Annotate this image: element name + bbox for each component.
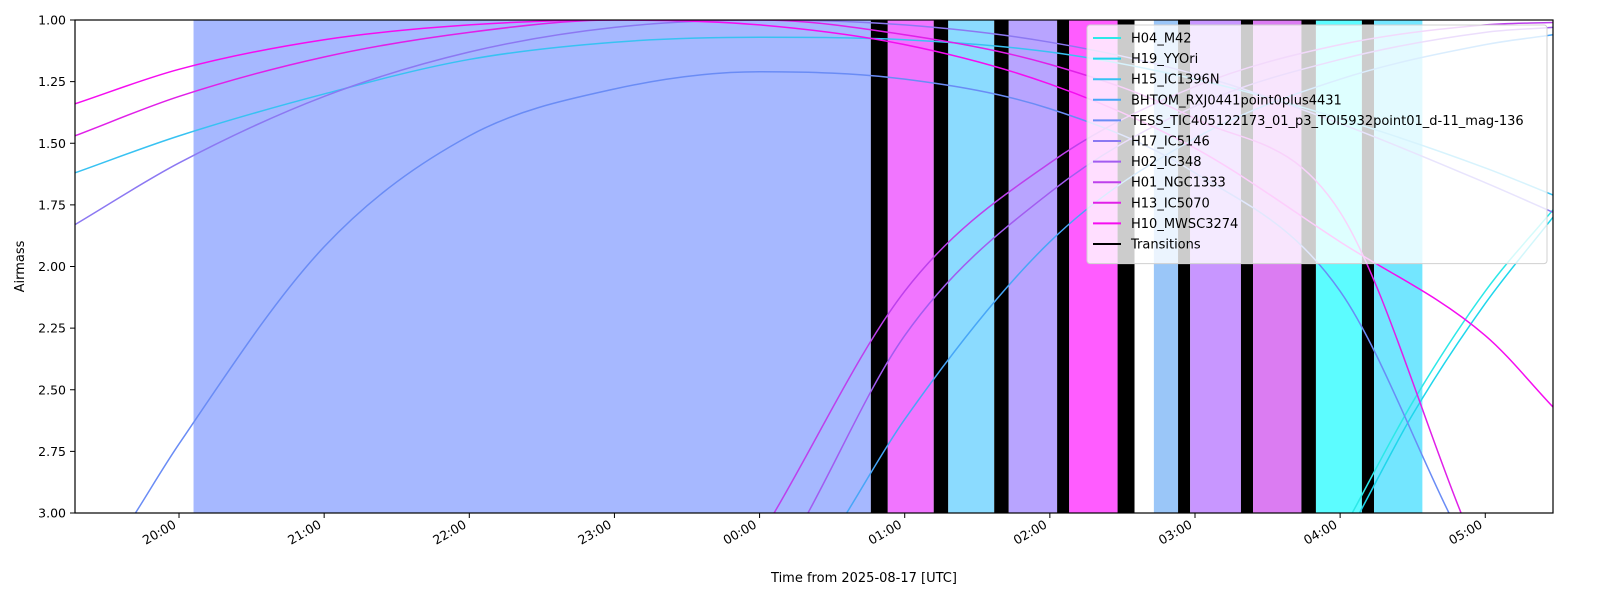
transition-band [870, 20, 888, 513]
y-tick-label: 1.25 [38, 74, 66, 89]
x-tick-label: 04:00 [1301, 517, 1340, 548]
legend-entry-label: BHTOM_RXJ0441point0plus4431 [1131, 93, 1342, 108]
x-tick-label: 02:00 [1011, 517, 1050, 548]
observation-band [1008, 20, 1058, 513]
transition-band [1057, 20, 1070, 513]
legend-entry-label: TESS_TIC405122173_01_p3_TOI5932point01_d… [1130, 114, 1524, 129]
legend-entry-label: H04_M42 [1131, 32, 1192, 47]
x-tick-label: 00:00 [720, 517, 759, 548]
legend: H04_M42 H19_YYOri H15_IC1396N BHTOM_RXJ0441… [1086, 24, 1548, 265]
legend-entry-label: H10_MWSC3274 [1131, 217, 1238, 232]
legend-entry-label: Transitions [1130, 238, 1201, 253]
legend-entry-label: H17_IC5146 [1131, 135, 1210, 150]
observation-band [887, 20, 934, 513]
transition-band [994, 20, 1009, 513]
legend-box [1086, 24, 1548, 265]
legend-entry-label: H19_YYOri [1131, 52, 1198, 67]
transition-band [933, 20, 949, 513]
x-tick-label: 23:00 [575, 517, 614, 548]
y-tick-label: 1.00 [38, 13, 66, 28]
y-tick-label: 2.75 [38, 444, 66, 459]
legend-entry-label: H02_IC348 [1131, 155, 1202, 170]
x-tick-label: 05:00 [1446, 517, 1485, 548]
legend-entry-label: H01_NGC1333 [1131, 176, 1226, 191]
observation-band [193, 20, 871, 513]
y-axis: 1.00 1.25 1.50 1.75 2.00 2.25 2.50 2.75 3.00 [38, 13, 75, 521]
x-tick-label: 01:00 [866, 517, 905, 548]
y-tick-label: 3.00 [38, 506, 66, 521]
y-tick-label: 2.50 [38, 382, 66, 397]
x-axis-label: Time from 2025-08-17 [UTC] [770, 571, 957, 586]
y-axis-label: Airmass [13, 240, 28, 292]
y-tick-label: 1.75 [38, 197, 66, 212]
y-tick-label: 2.00 [38, 259, 66, 274]
y-tick-label: 2.25 [38, 321, 66, 336]
x-tick-label: 20:00 [140, 517, 179, 548]
x-tick-label: 21:00 [285, 517, 324, 548]
legend-entry-label: H13_IC5070 [1131, 196, 1210, 211]
x-tick-label: 03:00 [1156, 517, 1195, 548]
observation-bands [193, 20, 1423, 513]
y-tick-label: 1.50 [38, 136, 66, 151]
legend-entry-label: H15_IC1396N [1131, 73, 1220, 88]
observation-band [948, 20, 995, 513]
x-tick-label: 22:00 [430, 517, 469, 548]
x-axis: 20:00 21:00 22:00 23:00 00:00 01:00 02:00 03:00… [140, 513, 1486, 548]
